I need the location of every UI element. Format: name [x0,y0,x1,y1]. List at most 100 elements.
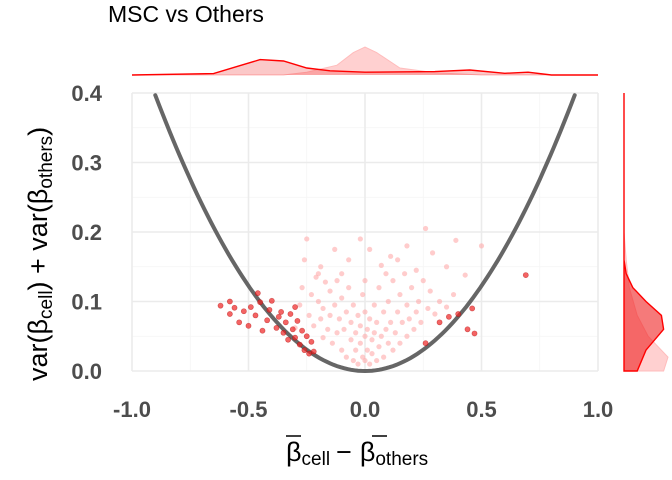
y-label-middle: ) + var(β [23,189,53,291]
point-non-significant [318,316,324,322]
point-non-significant [327,312,333,318]
x-tick-label: 0.0 [350,397,381,422]
svg-text:βcell−βothers: βcell − βothers [286,437,428,470]
point-significant [254,290,261,297]
point-non-significant [334,330,340,336]
point-significant [231,304,238,311]
point-non-significant [390,278,396,284]
point-non-significant [390,347,396,353]
point-non-significant [381,309,387,315]
point-non-significant [353,330,359,336]
point-non-significant [409,285,415,291]
right-marginal-density [623,93,669,372]
point-significant [226,311,233,317]
point-non-significant [367,361,373,367]
point-non-significant [367,316,373,322]
y-label-prefix: var(β [23,319,53,381]
point-non-significant [343,309,349,315]
x-tick-label: -0.5 [230,397,268,422]
point-significant [308,338,315,345]
point-non-significant [371,302,377,308]
point-non-significant [320,335,326,341]
point-non-significant [376,344,382,350]
point-non-significant [381,354,387,360]
point-non-significant [429,250,436,256]
point-non-significant [397,291,403,298]
point-non-significant [339,347,345,353]
parabola-curve [153,93,577,374]
x-label-operator: − [336,437,352,467]
parabola-layer [153,93,577,374]
point-non-significant [402,271,408,277]
point-significant [217,302,224,309]
point-non-significant [339,271,345,277]
point-non-significant [450,291,457,298]
point-non-significant [297,302,303,308]
point-non-significant [362,333,368,339]
point-non-significant [404,302,410,308]
point-non-significant [311,323,317,329]
point-non-significant [385,298,391,305]
point-non-significant [478,243,485,249]
point-significant [292,304,298,310]
point-non-significant [308,291,315,298]
point-non-significant [306,312,312,318]
point-non-significant [299,285,305,291]
x-axis-ticks: -1.0 -0.5 0.0 0.5 1.0 [113,397,613,422]
point-non-significant [395,309,401,315]
point-non-significant [357,323,363,329]
top-marginal-density [131,46,598,76]
point-significant [306,350,312,357]
point-significant [268,297,275,304]
point-non-significant [341,326,347,332]
top-density-significant [131,58,598,76]
point-non-significant [404,333,410,339]
point-non-significant [353,347,359,353]
point-non-significant [376,285,382,291]
point-non-significant [392,330,398,336]
point-non-significant [388,253,394,259]
point-non-significant [367,246,373,252]
point-significant [455,311,462,317]
point-significant [294,318,301,324]
point-non-significant [369,351,375,357]
y-tick-label: 0.2 [71,220,102,245]
point-non-significant [343,354,349,360]
point-non-significant [339,295,345,301]
point-non-significant [453,237,459,243]
point-non-significant [304,236,310,242]
point-significant [236,319,243,326]
point-significant [296,341,303,348]
point-non-significant [301,257,308,263]
point-non-significant [374,319,380,325]
x-tick-label: 0.5 [466,397,497,422]
point-non-significant [336,316,342,322]
point-non-significant [329,340,335,346]
point-non-significant [443,304,450,310]
point-non-significant [411,326,417,332]
y-axis-ticks: 0.0 0.1 0.2 0.3 0.4 [71,81,102,384]
point-non-significant [332,302,338,308]
point-significant [282,319,289,326]
point-non-significant [322,279,328,285]
point-non-significant [371,330,377,336]
point-significant [275,313,282,320]
points-layer [217,225,529,367]
point-non-significant [348,319,354,325]
y-tick-label: 0.0 [71,359,102,384]
point-non-significant [355,361,361,367]
point-non-significant [362,357,368,364]
point-non-significant [383,326,389,332]
point-significant [245,322,252,329]
point-non-significant [355,312,361,318]
point-non-significant [462,272,468,278]
point-non-significant [364,347,370,353]
point-significant [273,325,280,331]
point-non-significant [422,225,429,232]
point-significant [226,298,233,305]
point-non-significant [378,333,384,339]
point-significant [301,347,308,354]
point-non-significant [374,357,380,364]
point-significant [292,334,298,341]
